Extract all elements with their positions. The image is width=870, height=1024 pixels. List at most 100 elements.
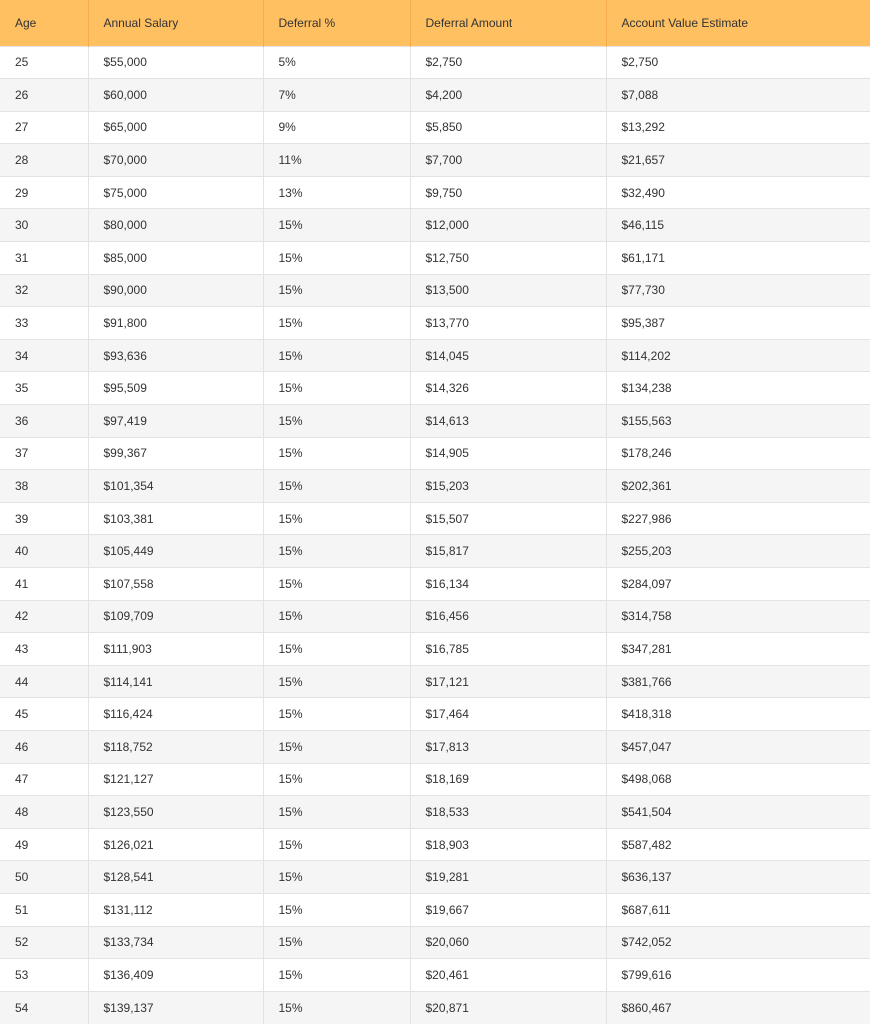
annual-salary-cell: $139,137	[88, 990, 264, 1024]
table-row: 48 $123,550 15% $18,533 $541,504	[0, 795, 870, 829]
table-row: 33 $91,800 15% $13,770 $95,387	[0, 306, 870, 340]
table-row: 32 $90,000 15% $13,500 $77,730	[0, 273, 870, 307]
account-value-cell: $381,766	[606, 664, 870, 698]
deferral-amount-cell: $19,667	[410, 892, 607, 927]
annual-salary-cell: $107,558	[88, 567, 264, 601]
table-body: 25 $55,000 5% $2,750 $2,750 26 $60,000 7% $4,200…	[0, 45, 870, 1024]
account-value-cell: $742,052	[606, 925, 870, 959]
age-cell: 46	[0, 729, 89, 764]
annual-salary-cell: $118,752	[88, 729, 264, 764]
deferral-amount-cell: $15,507	[410, 501, 607, 535]
deferral-amount-cell: $5,850	[410, 110, 607, 144]
account-value-cell: $46,115	[606, 208, 870, 242]
annual-salary-cell: $109,709	[88, 599, 264, 633]
deferral-percent-cell: 15%	[263, 632, 411, 666]
age-cell: 32	[0, 273, 89, 307]
age-cell: 45	[0, 697, 89, 731]
table-row: 36 $97,419 15% $14,613 $155,563	[0, 404, 870, 438]
account-value-cell: $95,387	[606, 306, 870, 340]
annual-salary-cell: $93,636	[88, 338, 264, 372]
table-row: 45 $116,424 15% $17,464 $418,318	[0, 697, 870, 731]
account-value-cell: $347,281	[606, 632, 870, 666]
table-header: Age Annual Salary Deferral % Deferral Am…	[0, 0, 870, 46]
deferral-percent-cell: 15%	[263, 338, 411, 372]
age-cell: 40	[0, 534, 89, 568]
account-value-cell: $32,490	[606, 175, 870, 209]
deferral-amount-cell: $7,700	[410, 143, 607, 177]
deferral-amount-cell: $20,461	[410, 958, 607, 992]
table-row: 30 $80,000 15% $12,000 $46,115	[0, 208, 870, 242]
deferral-amount-cell: $9,750	[410, 175, 607, 209]
annual-salary-cell: $111,903	[88, 632, 264, 666]
table-row: 53 $136,409 15% $20,461 $799,616	[0, 958, 870, 992]
deferral-amount-cell: $18,903	[410, 827, 607, 861]
annual-salary-cell: $114,141	[88, 664, 264, 698]
account-value-cell: $457,047	[606, 729, 870, 764]
deferral-percent-cell: 15%	[263, 827, 411, 861]
deferral-percent-cell: 15%	[263, 958, 411, 992]
age-cell: 50	[0, 860, 89, 894]
table-row: 50 $128,541 15% $19,281 $636,137	[0, 860, 870, 894]
table-row: 25 $55,000 5% $2,750 $2,750	[0, 45, 870, 79]
age-cell: 51	[0, 892, 89, 927]
account-value-cell: $587,482	[606, 827, 870, 861]
deferral-percent-cell: 5%	[263, 45, 411, 79]
deferral-amount-cell: $14,045	[410, 338, 607, 372]
deferral-amount-cell: $13,500	[410, 273, 607, 307]
deferral-percent-cell: 15%	[263, 534, 411, 568]
deferral-amount-cell: $4,200	[410, 78, 607, 112]
account-value-cell: $314,758	[606, 599, 870, 633]
deferral-percent-cell: 15%	[263, 469, 411, 503]
deferral-amount-cell: $20,871	[410, 990, 607, 1024]
account-value-cell: $202,361	[606, 469, 870, 503]
annual-salary-cell: $95,509	[88, 371, 264, 405]
account-value-cell: $418,318	[606, 697, 870, 731]
annual-salary-cell: $91,800	[88, 306, 264, 340]
annual-salary-cell: $123,550	[88, 795, 264, 829]
annual-salary-cell: $133,734	[88, 925, 264, 959]
age-cell: 27	[0, 110, 89, 144]
deferral-percent-cell: 15%	[263, 404, 411, 438]
account-value-cell: $799,616	[606, 958, 870, 992]
table-row: 40 $105,449 15% $15,817 $255,203	[0, 534, 870, 568]
deferral-percent-cell: 11%	[263, 143, 411, 177]
age-cell: 52	[0, 925, 89, 959]
account-value-cell: $2,750	[606, 45, 870, 79]
age-cell: 25	[0, 45, 89, 79]
deferral-amount-cell: $15,203	[410, 469, 607, 503]
account-value-cell: $860,467	[606, 990, 870, 1024]
table-row: 37 $99,367 15% $14,905 $178,246	[0, 436, 870, 470]
table-row: 43 $111,903 15% $16,785 $347,281	[0, 632, 870, 666]
account-value-cell: $687,611	[606, 892, 870, 927]
deferral-amount-cell: $17,813	[410, 729, 607, 764]
deferral-amount-cell: $16,134	[410, 567, 607, 601]
deferral-percent-cell: 13%	[263, 175, 411, 209]
deferral-percent-cell: 15%	[263, 436, 411, 470]
deferral-amount-cell: $17,464	[410, 697, 607, 731]
deferral-amount-cell: $12,000	[410, 208, 607, 242]
account-value-cell: $13,292	[606, 110, 870, 144]
deferral-percent-cell: 15%	[263, 762, 411, 796]
deferral-amount-cell: $14,326	[410, 371, 607, 405]
header-row: Age Annual Salary Deferral % Deferral Am…	[0, 0, 870, 46]
age-cell: 38	[0, 469, 89, 503]
table-row: 44 $114,141 15% $17,121 $381,766	[0, 664, 870, 698]
table-row: 27 $65,000 9% $5,850 $13,292	[0, 110, 870, 144]
account-value-cell: $21,657	[606, 143, 870, 177]
deferral-percent-cell: 15%	[263, 990, 411, 1024]
annual-salary-cell: $99,367	[88, 436, 264, 470]
deferral-amount-cell: $16,456	[410, 599, 607, 633]
account-value-cell: $114,202	[606, 338, 870, 372]
table-row: 34 $93,636 15% $14,045 $114,202	[0, 338, 870, 372]
deferral-amount-cell: $18,169	[410, 762, 607, 796]
deferral-percent-cell: 15%	[263, 860, 411, 894]
deferral-amount-cell: $15,817	[410, 534, 607, 568]
age-cell: 47	[0, 762, 89, 796]
age-cell: 35	[0, 371, 89, 405]
deferral-amount-cell: $18,533	[410, 795, 607, 829]
age-cell: 28	[0, 143, 89, 177]
deferral-percent-cell: 15%	[263, 567, 411, 601]
deferral-amount-cell: $14,613	[410, 404, 607, 438]
annual-salary-cell: $90,000	[88, 273, 264, 307]
